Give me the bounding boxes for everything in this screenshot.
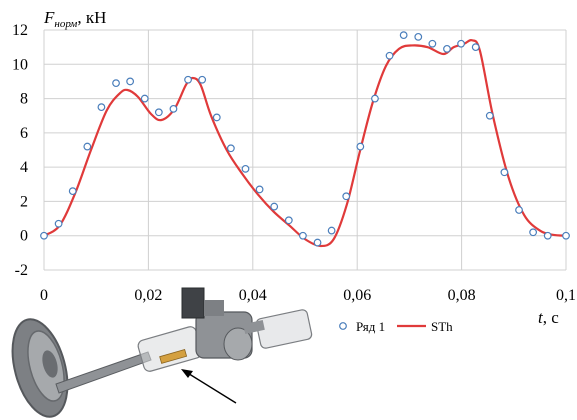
- legend-marker-ryad1: [339, 322, 347, 330]
- x-tick-label: 0,06: [343, 287, 371, 304]
- data-point: [399, 31, 408, 40]
- data-point: [184, 75, 192, 84]
- legend-label-sth: STh: [431, 319, 453, 334]
- data-point: [443, 44, 451, 53]
- data-point: [169, 104, 178, 113]
- x-axis-title: t, с: [538, 308, 559, 327]
- data-point: [154, 108, 163, 117]
- data-point: [356, 142, 365, 151]
- y-tick-label: 4: [20, 159, 28, 176]
- sleeve-cylinder: [137, 326, 203, 372]
- sensor-pad: [159, 349, 188, 364]
- y-tick-label: 12: [12, 22, 28, 39]
- right-cylinder: [255, 309, 313, 349]
- wheel-hub: [42, 350, 58, 378]
- data-point: [112, 79, 120, 88]
- grid: [43, 29, 567, 271]
- y-tick-label: 2: [20, 193, 28, 210]
- x-tick-label: 0,08: [448, 287, 476, 304]
- data-point: [241, 164, 250, 173]
- y-tick-label: 6: [20, 125, 28, 142]
- data-point: [299, 231, 307, 240]
- data-point: [529, 228, 538, 237]
- top-shaft: [204, 300, 224, 316]
- data-point: [198, 75, 207, 84]
- right-rod: [243, 320, 265, 334]
- data-point: [485, 111, 494, 120]
- x-tick-label: 0,1: [556, 287, 576, 304]
- series-line-sth: [43, 38, 567, 248]
- data-point: [284, 216, 293, 225]
- indicator-arrow: [181, 369, 237, 404]
- data-point: [500, 168, 509, 177]
- data-point: [212, 113, 221, 122]
- data-point: [54, 219, 63, 228]
- data-point: [255, 185, 264, 194]
- shaft: [55, 351, 152, 394]
- data-point: [385, 51, 394, 60]
- y-tick-label: 0: [20, 228, 28, 245]
- data-point: [471, 43, 480, 52]
- x-tick-label: 0,02: [134, 287, 162, 304]
- data-point: [562, 231, 570, 240]
- data-point: [140, 94, 149, 103]
- data-point: [40, 231, 48, 240]
- y-tick-label: 8: [20, 91, 28, 108]
- mechanism-illustration: [11, 287, 313, 418]
- y-tick-label: -2: [15, 262, 28, 279]
- data-point: [68, 187, 77, 196]
- data-point: [342, 192, 351, 201]
- data-point: [97, 103, 106, 112]
- top-mount: [181, 287, 205, 319]
- data-point: [327, 226, 336, 235]
- data-point: [414, 32, 423, 41]
- data-point: [270, 202, 279, 211]
- x-tick-label: 0,04: [239, 287, 267, 304]
- data-point: [515, 206, 523, 214]
- data-point: [428, 39, 437, 48]
- data-point: [371, 94, 379, 103]
- y-tick-label: 10: [12, 56, 28, 73]
- series-layer: [40, 31, 570, 248]
- y-axis-title: Fнорм, кН: [43, 8, 106, 30]
- data-point: [126, 77, 135, 86]
- gear-cap: [223, 327, 253, 361]
- legend: Ряд 1 STh: [339, 319, 453, 334]
- axes-labels: -2 0 2 4 6 8 10 12 0 0,02 0,04 0,06 0,08 0,1 Fнорм, кН…: [12, 8, 576, 327]
- legend-label-ryad1: Ряд 1: [356, 319, 385, 334]
- data-point: [313, 238, 322, 247]
- data-point: [83, 142, 92, 151]
- data-point: [226, 144, 235, 153]
- data-point: [457, 39, 465, 48]
- data-point: [543, 231, 552, 240]
- x-tick-label: 0: [40, 287, 48, 304]
